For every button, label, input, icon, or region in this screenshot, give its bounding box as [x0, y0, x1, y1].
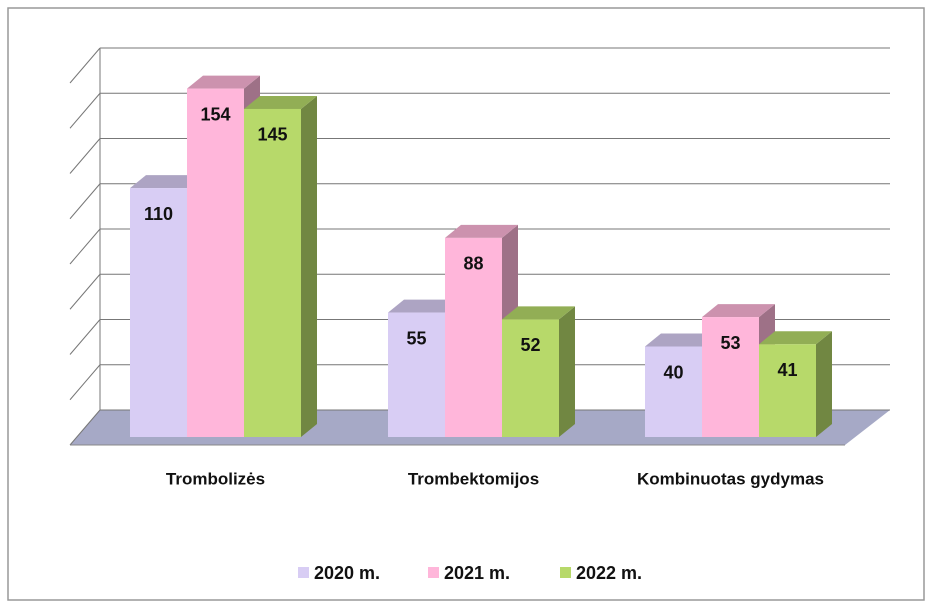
bar-top — [244, 95, 317, 109]
grid-line-side — [69, 319, 101, 355]
x-tick-label: Trombolizės — [166, 469, 265, 488]
bar-side — [816, 331, 832, 437]
legend-swatch — [560, 567, 571, 578]
grid-line-side — [69, 138, 101, 174]
bar — [502, 319, 559, 437]
bar-top — [502, 306, 575, 320]
grid-line-side — [69, 364, 101, 401]
legend-swatch — [298, 567, 309, 578]
bar — [702, 317, 759, 437]
data-label: 154 — [200, 104, 230, 124]
bar — [445, 237, 502, 437]
bar-top — [759, 331, 832, 345]
data-label: 88 — [463, 254, 483, 274]
grid-line-side — [69, 409, 101, 446]
data-label: 53 — [720, 333, 740, 353]
grid-line-side — [69, 92, 101, 129]
grid-line-side — [69, 47, 101, 84]
legend-swatch — [428, 567, 439, 578]
bar-side — [301, 95, 317, 437]
data-label: 110 — [144, 204, 173, 224]
x-tick-label: Trombektomijos — [408, 469, 539, 488]
bar-top — [702, 304, 775, 318]
bar-top — [187, 75, 260, 89]
bar-top — [445, 224, 518, 238]
bar — [244, 108, 301, 437]
grid-line-side — [69, 183, 101, 220]
bar — [645, 346, 702, 437]
x-tick-label: Kombinuotas gydymas — [637, 469, 824, 488]
legend-label: 2022 m. — [576, 563, 642, 583]
bar — [388, 312, 445, 437]
data-label: 52 — [520, 335, 540, 355]
grid-line-side — [69, 273, 101, 310]
bar-side — [559, 306, 575, 437]
legend-label: 2021 m. — [444, 563, 510, 583]
legend-label: 2020 m. — [314, 563, 380, 583]
data-label: 40 — [663, 362, 683, 382]
data-label: 145 — [257, 125, 287, 145]
bar-top — [645, 333, 718, 347]
bar — [187, 88, 244, 437]
data-label: 55 — [406, 328, 426, 348]
bar-top — [130, 175, 203, 189]
bar — [130, 188, 187, 437]
bar-top — [388, 299, 461, 313]
bar — [759, 344, 816, 437]
grid-line-side — [69, 228, 101, 265]
data-label: 41 — [777, 360, 797, 380]
